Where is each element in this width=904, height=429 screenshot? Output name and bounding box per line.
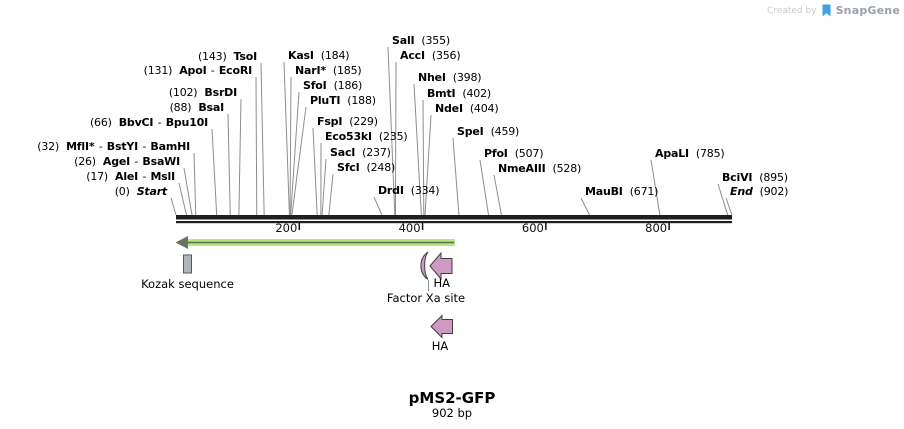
callout-line-nmeaiii (493, 174, 502, 216)
site-label-start[interactable]: (0) Start (114, 185, 167, 198)
site-label-apoi[interactable]: (131) ApoI - EcoRI (143, 64, 253, 77)
ruler-number-800: 800 (645, 221, 668, 235)
callout-line-bcivi (717, 183, 729, 216)
ha-tag-label-1[interactable]: HA (433, 276, 451, 290)
site-label-end[interactable]: End (902) (730, 185, 789, 198)
plasmid-length: 902 bp (431, 406, 473, 420)
callout-line-bmti (422, 99, 425, 216)
watermark-created-by: Created by (767, 5, 817, 16)
site-label-bbvci[interactable]: (66) BbvCI - Bpu10I (89, 116, 208, 129)
factor-xa-site-feature[interactable] (420, 251, 429, 280)
callout-line-bsrdi (238, 98, 242, 216)
watermark-brand: SnapGene (835, 4, 900, 17)
ha-tag-feature-2[interactable] (430, 314, 453, 339)
callout-line-spei (452, 137, 460, 216)
callout-line-kasi (283, 61, 290, 216)
site-label-bsrdi[interactable]: (102) BsrDI (168, 86, 237, 99)
ha-tag-label-2[interactable]: HA (431, 339, 449, 353)
callout-line-saci (321, 158, 327, 216)
site-label-mfli[interactable]: (32) MflI* - BstYI - BamHI (37, 140, 190, 153)
callout-line-ndei (424, 114, 432, 216)
site-label-ndei[interactable]: NdeI (404) (435, 102, 499, 115)
callout-line-tsoi (260, 62, 265, 216)
callout-line-maubi (580, 197, 591, 216)
snapgene-logo-icon (822, 4, 831, 17)
plasmid-title: pMS2-GFP (408, 389, 496, 407)
site-label-bmti[interactable]: BmtI (402) (427, 87, 491, 100)
factor-xa-site-label[interactable]: Factor Xa site (386, 291, 466, 305)
site-label-acci[interactable]: AccI (356) (400, 49, 461, 62)
site-label-alei[interactable]: (17) AleI - MslI (86, 170, 175, 183)
callout-line-pluti (291, 106, 307, 216)
site-label-kasi[interactable]: KasI (184) (288, 49, 350, 62)
ha-tag-feature-1[interactable] (429, 251, 453, 281)
ruler-number-600: 600 (521, 221, 544, 235)
callout-line-sali (387, 46, 396, 216)
callout-line-apali (650, 159, 661, 216)
ruler-number-200: 200 (275, 221, 298, 235)
callout-line-bsai (227, 113, 231, 216)
callout-line-pfoi (479, 159, 490, 216)
callout-line-fspi (312, 127, 318, 216)
callout-line-mfli (193, 152, 197, 216)
callout-lines (170, 46, 733, 216)
site-label-sali[interactable]: SalI (355) (392, 34, 451, 47)
site-label-drdi[interactable]: DrdI (334) (378, 184, 440, 197)
callout-line-nhei (413, 83, 422, 216)
site-label-sfci[interactable]: SfcI (248) (337, 161, 396, 174)
gfp-cds-arrow[interactable] (175, 236, 456, 249)
site-label-tsoi[interactable]: (143) TsoI (197, 50, 257, 63)
site-label-eco53ki[interactable]: Eco53kI (235) (325, 130, 408, 143)
ruler-ticks (298, 222, 670, 230)
callout-line-nari (289, 76, 292, 216)
sequence-bar[interactable] (176, 215, 732, 220)
site-label-saci[interactable]: SacI (237) (330, 146, 391, 159)
callout-line-bbvci (211, 128, 218, 216)
callout-line-acci (394, 61, 397, 216)
site-label-agei[interactable]: (26) AgeI - BsaWI (74, 155, 180, 168)
watermark: Created by SnapGene (767, 4, 900, 17)
callout-line-sfci (328, 173, 334, 216)
kozak-sequence-feature[interactable] (183, 254, 192, 274)
site-label-nhei[interactable]: NheI (398) (418, 71, 482, 84)
site-label-fspi[interactable]: FspI (229) (317, 115, 378, 128)
site-label-nmeaiii[interactable]: NmeAIII (528) (498, 162, 582, 175)
sequence-bar-underline[interactable] (176, 221, 732, 224)
callout-line-drdi (373, 196, 383, 216)
site-label-nari[interactable]: NarI* (185) (295, 64, 362, 77)
site-label-maubi[interactable]: MauBI (671) (585, 185, 659, 198)
kozak-sequence-label[interactable]: Kozak sequence (141, 277, 234, 291)
callout-line-apoi (255, 76, 258, 216)
callout-line-end (725, 197, 733, 216)
site-label-sfoi[interactable]: SfoI (186) (303, 79, 363, 92)
site-label-apali[interactable]: ApaLI (785) (655, 147, 725, 160)
ruler-number-400: 400 (398, 221, 421, 235)
site-label-pluti[interactable]: PluTI (188) (310, 94, 376, 107)
site-label-pfoi[interactable]: PfoI (507) (484, 147, 544, 160)
callout-line-start (170, 197, 177, 216)
site-label-bsai[interactable]: (88) BsaI (169, 101, 225, 114)
site-label-spei[interactable]: SpeI (459) (457, 125, 520, 138)
callout-line-alei (178, 182, 187, 216)
callout-line-agei (183, 167, 193, 216)
site-label-bcivi[interactable]: BciVI (895) (722, 171, 788, 184)
callout-line-sfoi (290, 91, 300, 216)
